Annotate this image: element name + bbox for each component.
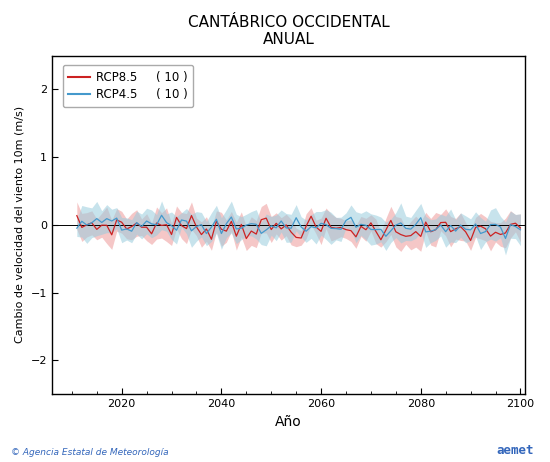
X-axis label: Año: Año — [276, 414, 302, 429]
Text: aemet: aemet — [496, 444, 534, 457]
Legend: RCP8.5     ( 10 ), RCP4.5     ( 10 ): RCP8.5 ( 10 ), RCP4.5 ( 10 ) — [63, 65, 193, 107]
Y-axis label: Cambio de velocidad del viento 10m (m/s): Cambio de velocidad del viento 10m (m/s) — [15, 106, 25, 343]
Title: CANTÁBRICO OCCIDENTAL
ANUAL: CANTÁBRICO OCCIDENTAL ANUAL — [188, 15, 389, 48]
Text: © Agencia Estatal de Meteorología: © Agencia Estatal de Meteorología — [11, 449, 169, 457]
